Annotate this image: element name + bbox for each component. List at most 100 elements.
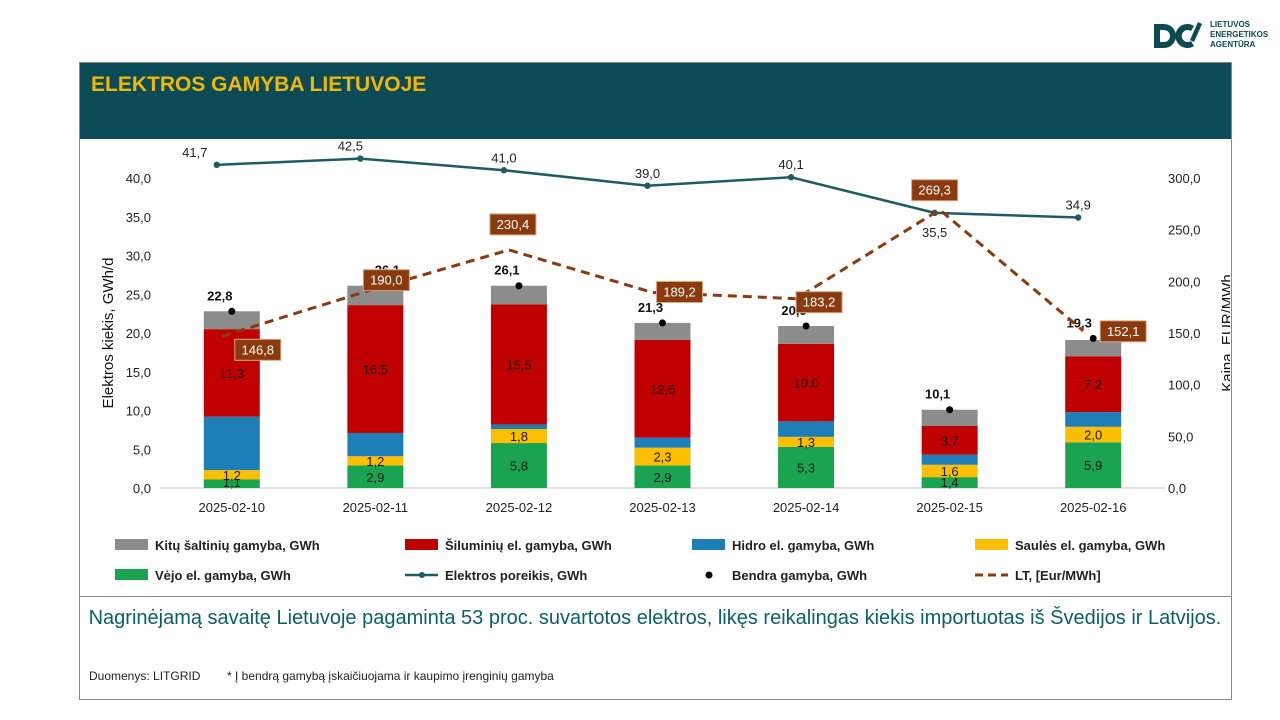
bar-segment: [347, 456, 404, 466]
chart-panel: ELEKTROS GAMYBA LIETUVOJE: [79, 62, 1232, 700]
brand-logo: LIETUVOS ENERGETIKOS AGENTŪRA: [1150, 18, 1270, 54]
divider: [79, 596, 1232, 597]
bar-data-label: 1,3: [797, 435, 815, 450]
demand-marker: [357, 155, 364, 162]
y2-tick-label: 250,0: [1168, 223, 1201, 238]
price-label-box: [911, 179, 959, 202]
bar-segment: [634, 465, 691, 488]
total-label: 21,3: [638, 300, 663, 315]
total-point: [659, 319, 666, 327]
bar-data-label: 2,9: [653, 470, 671, 485]
legend-entry: Elektros poreikis, GWh: [445, 568, 587, 583]
x-tick-label: 2025-02-10: [199, 500, 265, 515]
data-source: Duomenys: LITGRID: [89, 669, 201, 683]
bar-segment: [1065, 356, 1122, 413]
bar-segment: [1065, 426, 1122, 443]
bar-segment: [778, 421, 835, 437]
y-tick-label: 10,0: [126, 404, 151, 419]
price-line: [221, 207, 1085, 338]
y-tick-label: 20,0: [126, 326, 151, 341]
price-label: 183,2: [803, 295, 836, 310]
page-title: ELEKTROS GAMYBA LIETUVOJE: [91, 73, 427, 96]
bar-segment: [347, 465, 404, 488]
bar-data-label: 15,5: [506, 357, 531, 372]
bar-data-label: 2,0: [1084, 428, 1102, 443]
bar-segment: [921, 454, 978, 465]
brand-name: LIETUVOS ENERGETIKOS AGENTŪRA: [1210, 20, 1268, 50]
bar-data-label: 1,4: [941, 475, 959, 490]
total-label: 19,3: [1067, 315, 1092, 330]
bar-segment: [634, 322, 691, 340]
legend-swatch: [405, 539, 438, 550]
brand-line-3: AGENTŪRA: [1210, 40, 1256, 49]
price-label: 190,0: [370, 273, 403, 288]
logo-icon: [1154, 22, 1202, 48]
bar-data-label: 2,9: [366, 470, 384, 485]
bar-segment: [490, 424, 547, 430]
total-label: 26,1: [494, 263, 519, 278]
y-tick-label: 15,0: [126, 365, 151, 380]
total-point: [946, 406, 954, 414]
price-label-box: [1099, 320, 1147, 343]
legend-swatch: [975, 539, 1008, 550]
x-tick-label: 2025-02-13: [629, 500, 696, 515]
y-tick-label: 30,0: [126, 249, 151, 264]
legend-entry: Šiluminių el. gamyba, GWh: [445, 538, 612, 553]
price-label: 230,4: [497, 217, 530, 232]
production-chart: 0,0 5,0 10,0 15,0 20,0 25,0 30,0 35,0 40,0 0,0 50,…: [100, 140, 1230, 583]
bar-segment: [921, 409, 978, 426]
price-label: 269,3: [918, 183, 951, 198]
bar-segment: [490, 285, 547, 305]
bar-data-label: 5,3: [797, 460, 815, 475]
demand-marker: [500, 167, 508, 174]
legend-swatch: [115, 569, 148, 580]
price-label: 146,8: [242, 342, 275, 357]
demand-label: 42,5: [338, 140, 363, 154]
bar-data-label: 12,6: [650, 382, 675, 397]
x-tick-label: 2025-02-16: [1060, 500, 1127, 515]
title-banner: ELEKTROS GAMYBA LIETUVOJE: [80, 63, 1231, 139]
x-tick-label: 2025-02-15: [916, 500, 983, 515]
x-tick-label: 2025-02-11: [343, 500, 409, 515]
brand-line-1: LIETUVOS: [1210, 20, 1251, 29]
y-tick-label: 40,0: [126, 171, 151, 186]
y2-tick-label: 50,0: [1168, 429, 1193, 444]
y-tick-label: 5,0: [133, 442, 151, 457]
demand-marker: [787, 174, 795, 181]
bar-segment: [1065, 412, 1122, 427]
legend-swatch: [705, 571, 713, 579]
bar-segment: [634, 447, 691, 466]
bar-data-label: 1,2: [366, 454, 384, 469]
bar-data-label: 2,3: [653, 450, 671, 465]
y-tick-label: 25,0: [126, 287, 151, 302]
legend-entry: Saulės el. gamyba, GWh: [1015, 538, 1165, 553]
bar-segment: [490, 443, 547, 488]
bar-data-label: 5,9: [1084, 458, 1102, 473]
y2-tick-label: 300,0: [1168, 171, 1201, 186]
price-label: 152,1: [1107, 324, 1140, 339]
bar-data-label: 7,2: [1084, 377, 1102, 392]
demand-marker: [1075, 214, 1082, 221]
total-point: [1089, 334, 1097, 342]
demand-marker: [213, 161, 220, 169]
footnote: * Į bendrą gamybą įskaičiuojama ir kaupi…: [227, 669, 554, 683]
price-label-box: [656, 280, 703, 303]
price-label-box: [489, 213, 537, 236]
total-point: [515, 282, 523, 290]
demand-label: 40,1: [778, 157, 803, 172]
bar-data-label: 1,8: [510, 429, 528, 444]
legend-swatch: [692, 539, 725, 550]
bar-segment: [921, 464, 978, 478]
demand-label: 34,9: [1066, 198, 1091, 213]
legend-entry: Hidro el. gamyba, GWh: [732, 538, 874, 553]
total-point: [802, 322, 810, 330]
demand-label: 41,7: [182, 145, 207, 160]
price-label-box: [234, 338, 282, 361]
summary-text: Nagrinėjamą savaitę Lietuvoje pagaminta …: [88, 607, 1222, 629]
y2-tick-label: 0,0: [1168, 481, 1186, 496]
bar-segment: [778, 343, 835, 422]
legend-entry: Vėjo el. gamyba, GWh: [155, 568, 291, 583]
bar-data-label: 1,6: [941, 464, 959, 479]
bar-segment: [490, 429, 547, 444]
legend-entry: Kitų šaltinių gamyba, GWh: [155, 538, 320, 553]
